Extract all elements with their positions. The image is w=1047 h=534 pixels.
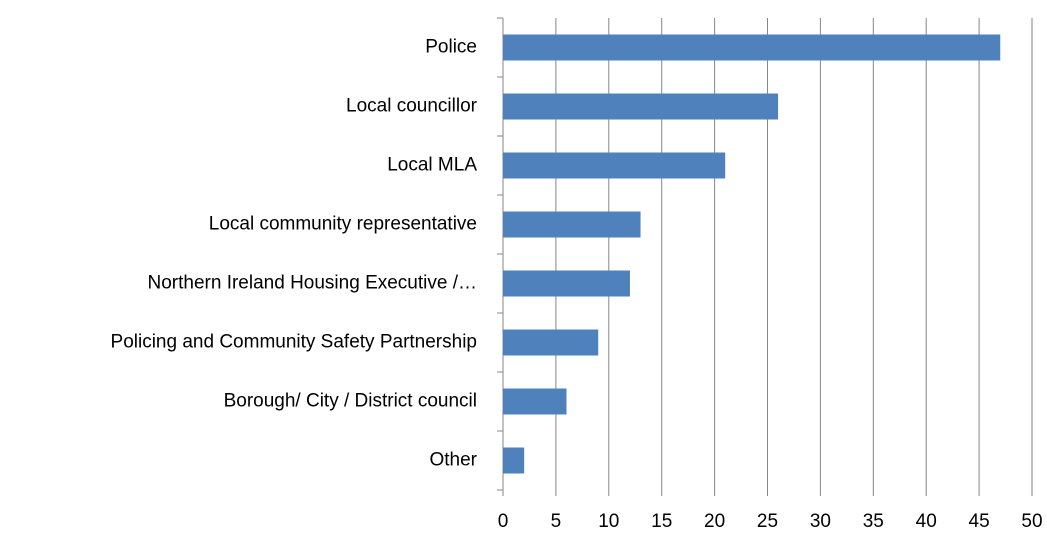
bar xyxy=(503,93,779,120)
x-tick-label: 15 xyxy=(651,511,672,532)
bar xyxy=(503,270,630,297)
y-tick-label: Other xyxy=(429,450,477,471)
y-tick-label: Local councillor xyxy=(346,96,478,117)
y-tick-label: Police xyxy=(425,37,477,58)
bar xyxy=(503,447,525,474)
bar xyxy=(503,152,726,179)
x-tick-label: 45 xyxy=(969,511,990,532)
x-tick-label: 40 xyxy=(916,511,937,532)
x-tick-label: 35 xyxy=(863,511,884,532)
bar xyxy=(503,211,641,238)
bar xyxy=(503,329,599,356)
bar xyxy=(503,388,567,415)
x-tick-label: 10 xyxy=(598,511,619,532)
y-tick-label: Local MLA xyxy=(387,155,477,176)
bar xyxy=(503,34,1001,61)
y-tick-label: Policing and Community Safety Partnershi… xyxy=(111,332,477,353)
x-tick-label: 30 xyxy=(810,511,831,532)
y-tick-label: Borough/ City / District council xyxy=(224,391,477,412)
x-tick-label: 25 xyxy=(757,511,778,532)
y-tick-label: Northern Ireland Housing Executive /… xyxy=(148,273,478,294)
x-tick-label: 50 xyxy=(1021,511,1042,532)
x-tick-label: 0 xyxy=(498,511,509,532)
x-tick-label: 20 xyxy=(704,511,725,532)
y-tick-label: Local community representative xyxy=(209,214,477,235)
x-tick-label: 5 xyxy=(551,511,562,532)
